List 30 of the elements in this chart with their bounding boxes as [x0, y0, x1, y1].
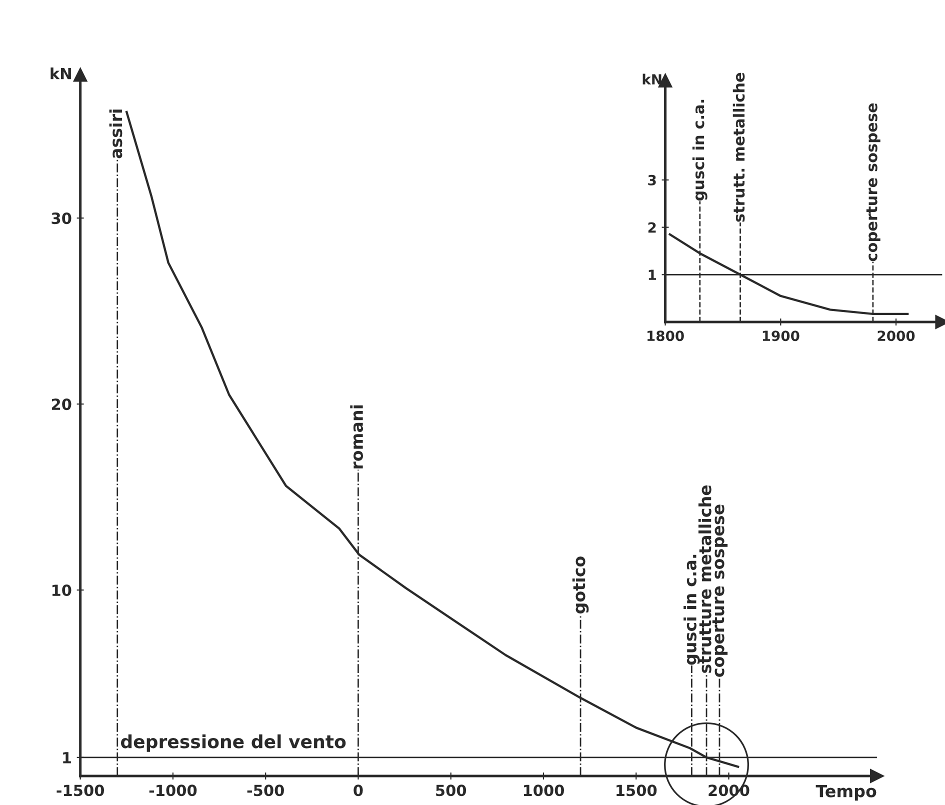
x-tick-label: -1000 — [149, 784, 197, 796]
ref-line-label: strutture metalliche — [698, 485, 712, 673]
ref-line-label: coperture sospese — [712, 504, 728, 677]
x-axis-title: Tempo — [816, 784, 876, 801]
x-tick-label: -500 — [247, 784, 284, 796]
y-tick-label: 20 — [52, 398, 72, 410]
y-tick-label: 1 — [63, 752, 71, 764]
x-tick-label: 1900 — [762, 330, 800, 342]
ref-line-label: romani — [350, 405, 364, 468]
y-axis-title: kN — [642, 74, 662, 84]
ref-line-label: strutt. metalliche — [732, 72, 745, 222]
ref-line-label: gusci in c.a. — [684, 554, 700, 665]
y-tick-label: 2 — [648, 222, 656, 233]
y-axis-title: kN — [50, 67, 71, 80]
y-tick-label: 1 — [648, 270, 656, 280]
x-tick-label: 2000 — [878, 330, 915, 342]
x-tick-label: 1000 — [524, 784, 564, 796]
ref-line-label: gotico — [572, 556, 589, 614]
y-tick-label: 10 — [52, 584, 72, 596]
x-tick-label: 1500 — [616, 784, 657, 796]
x-tick-label: -1500 — [56, 784, 104, 796]
ref-line-label: coperture sospese — [866, 103, 880, 262]
ref-line-label: assiri — [109, 110, 122, 158]
x-tick-label: 0 — [354, 784, 363, 796]
x-tick-label: 500 — [436, 784, 466, 796]
ref-line-label: depressione del vento — [120, 734, 346, 752]
x-tick-label: 1800 — [648, 330, 684, 342]
ref-line-label: gusci in c.a. — [692, 100, 708, 201]
y-tick-label: 3 — [648, 174, 656, 186]
y-tick-label: 30 — [52, 212, 72, 224]
